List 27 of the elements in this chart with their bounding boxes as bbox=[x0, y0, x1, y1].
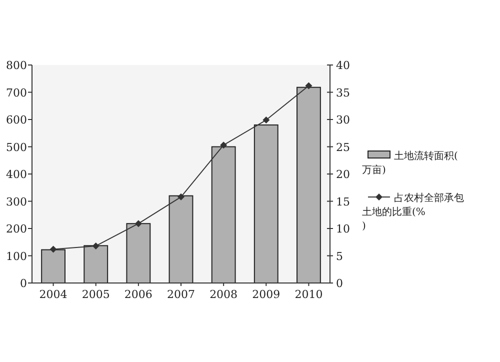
y2-tick-label: 15 bbox=[336, 195, 350, 208]
y2-tick-label: 35 bbox=[336, 86, 350, 100]
y-tick-label: 100 bbox=[6, 250, 27, 263]
y-tick-label: 0 bbox=[20, 277, 27, 290]
x-tick-label: 2007 bbox=[167, 288, 195, 301]
y2-tick-label: 40 bbox=[336, 59, 350, 72]
x-tick-label: 2005 bbox=[82, 288, 110, 301]
legend-label: 土地流转面积(万亩) bbox=[362, 150, 458, 176]
y2-tick-label: 25 bbox=[336, 140, 350, 154]
y2-tick-label: 30 bbox=[336, 114, 350, 126]
y-tick-label: 700 bbox=[6, 86, 27, 100]
y-tick-label: 500 bbox=[6, 140, 27, 154]
x-tick-label: 2008 bbox=[210, 288, 238, 301]
y-tick-label: 400 bbox=[6, 168, 27, 181]
x-tick-label: 2010 bbox=[294, 288, 323, 301]
y2-tick-label: 5 bbox=[336, 250, 343, 263]
y-tick-label: 200 bbox=[6, 222, 27, 236]
legend-label: 占农村全部承包土地的比重(%) bbox=[362, 192, 464, 232]
y-tick-label: 800 bbox=[6, 59, 27, 72]
x-tick-label: 2009 bbox=[252, 288, 280, 301]
y-tick-label: 600 bbox=[6, 114, 27, 126]
y2-tick-label: 10 bbox=[336, 222, 350, 236]
x-tick-label: 2004 bbox=[39, 288, 68, 301]
y-tick-label: 300 bbox=[6, 195, 27, 208]
x-tick-label: 2006 bbox=[124, 288, 152, 301]
y2-tick-label: 20 bbox=[336, 168, 350, 181]
y2-tick-label: 0 bbox=[336, 277, 343, 290]
